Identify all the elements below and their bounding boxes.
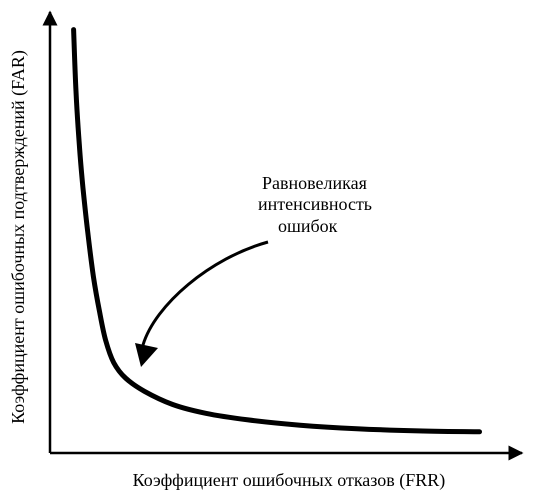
annotation-arrow-shaft: [141, 240, 269, 346]
y-axis-label: Коэффициент ошибочных подтверждений (FAR…: [8, 50, 29, 424]
equal-error-rate-curve: [71, 27, 482, 435]
x-axis-label: Коэффициент ошибочных отказов (FRR): [133, 470, 446, 491]
annotation-line-1: Равновеликая: [262, 173, 367, 193]
annotation-arrow-head: [135, 343, 158, 367]
annotation-line-3: ошибок: [278, 216, 338, 236]
annotation-line-2: интенсивность: [258, 194, 372, 214]
